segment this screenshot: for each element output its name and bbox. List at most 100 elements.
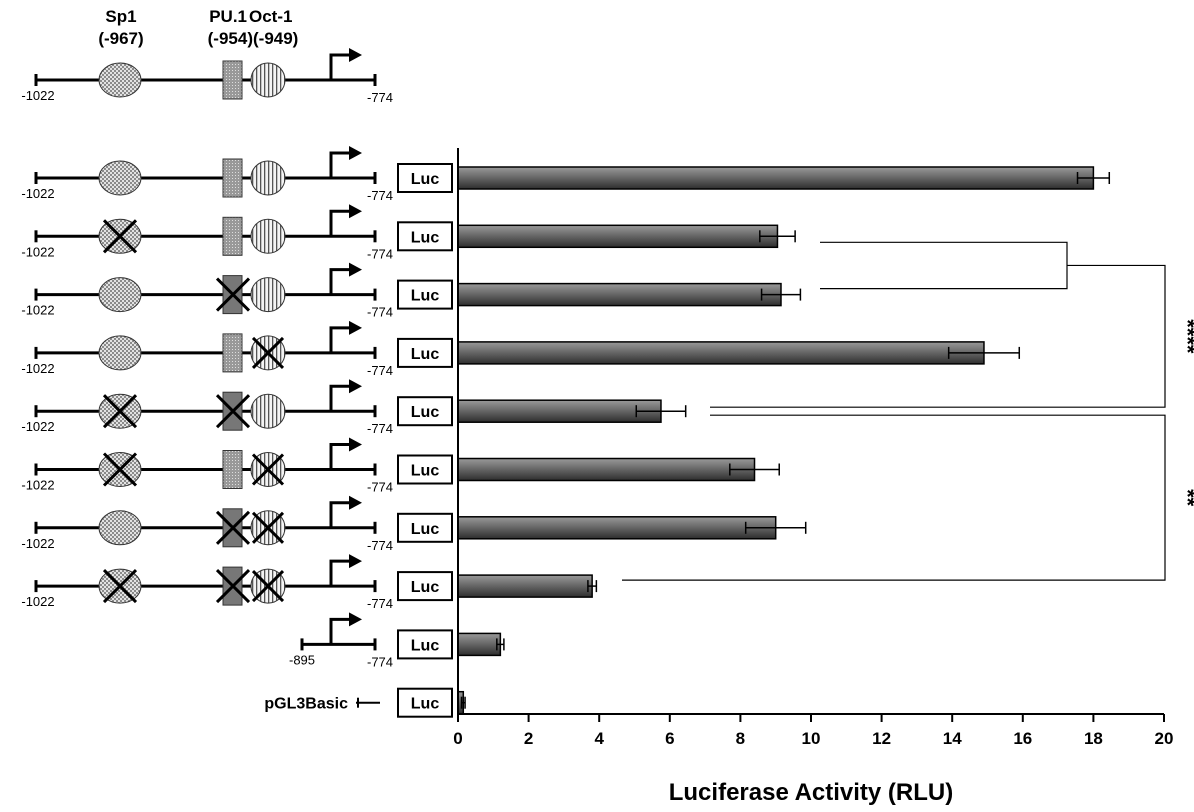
x-axis-label: Luciferase Activity (RLU) bbox=[669, 779, 954, 806]
end-position-label: -774 bbox=[367, 480, 393, 495]
sp1-site bbox=[98, 335, 142, 371]
construct-rows: -1022 -774 Luc -1022 -774 Luc -1022 -774 Luc -102… bbox=[21, 146, 453, 718]
pu1-site bbox=[222, 158, 243, 198]
luc-label: Luc bbox=[411, 288, 440, 305]
luc-box bbox=[397, 629, 453, 660]
oct1-site bbox=[250, 277, 286, 313]
luc-label: Luc bbox=[411, 521, 440, 538]
construct-row: -1022 -774 Luc bbox=[21, 146, 453, 203]
oct1-mutation-mark bbox=[251, 570, 285, 603]
x-tick-label: 20 bbox=[1155, 729, 1174, 748]
start-position-label: -1022 bbox=[21, 244, 54, 259]
tss-arrow-head bbox=[349, 146, 362, 160]
luc-box bbox=[397, 454, 453, 485]
pu1-site bbox=[222, 216, 243, 256]
construct-row: -895 -774 Luc bbox=[289, 612, 453, 669]
end-position-label: -774 bbox=[367, 305, 393, 320]
construct-row: -1022 -774 Luc bbox=[21, 379, 453, 436]
luc-label: Luc bbox=[411, 171, 440, 188]
luc-label: Luc bbox=[411, 463, 440, 480]
header-promoter-map: -1022 -774 bbox=[21, 48, 393, 105]
x-tick-label: 0 bbox=[453, 729, 462, 748]
oct1-site-position: (-949) bbox=[253, 29, 298, 48]
empty-vector-label: pGL3Basic bbox=[264, 696, 348, 713]
sp1-mutation-mark bbox=[102, 394, 138, 429]
pu1-site bbox=[222, 450, 243, 489]
x-tick-label: 16 bbox=[1013, 729, 1032, 748]
construct-row: -1022 -774 Luc bbox=[21, 495, 453, 553]
end-position-label: -774 bbox=[367, 538, 393, 553]
oct1-site-name: Oct-1 bbox=[249, 7, 292, 26]
oct1-mutation-mark bbox=[251, 511, 285, 544]
construct-row: -1022 -774 Luc bbox=[21, 554, 453, 611]
luc-box bbox=[397, 571, 453, 602]
x-tick-group: 0 2 4 6 8 10 12 14 16 18 20 bbox=[453, 714, 1173, 748]
sig-label-1: **** bbox=[1175, 319, 1194, 354]
bar bbox=[457, 516, 777, 540]
luc-label: Luc bbox=[411, 404, 440, 421]
sig-bracket-1 bbox=[710, 264, 1166, 408]
tss-arrow-head bbox=[349, 437, 362, 452]
tss-arrow-head bbox=[349, 320, 362, 335]
luc-box bbox=[397, 163, 453, 193]
construct-row: pGL3Basic Luc bbox=[264, 687, 453, 718]
sp1-site bbox=[98, 62, 142, 98]
x-tick-label: 10 bbox=[802, 729, 821, 748]
tss-arrow-stem bbox=[329, 384, 352, 412]
luc-label: Luc bbox=[411, 579, 440, 596]
inner-bracket bbox=[820, 241, 1068, 290]
x-tick-label: 2 bbox=[524, 729, 533, 748]
start-position-label: -1022 bbox=[21, 361, 54, 376]
tss-arrow-stem bbox=[329, 209, 352, 237]
tss-arrow-head bbox=[349, 612, 362, 627]
pu1-mutation-mark bbox=[215, 277, 251, 312]
bar bbox=[457, 282, 782, 307]
pu1-mutation-mark bbox=[215, 510, 251, 545]
luc-label: Luc bbox=[411, 229, 440, 246]
construct-row: -1022 -774 Luc bbox=[21, 204, 453, 261]
end-position-label: -774 bbox=[367, 596, 393, 611]
luc-box bbox=[397, 396, 453, 427]
start-position-label: -1022 bbox=[21, 536, 54, 551]
bar bbox=[457, 574, 593, 598]
luc-box bbox=[397, 279, 453, 310]
pu1-site bbox=[222, 333, 243, 373]
end-position-label: -774 bbox=[367, 654, 393, 669]
bar bbox=[457, 457, 756, 482]
start-position-label: -1022 bbox=[21, 88, 54, 103]
luc-label: Luc bbox=[411, 696, 440, 713]
start-position-label: -1022 bbox=[21, 186, 54, 201]
end-position-label: -774 bbox=[367, 90, 393, 105]
pu1-mutation-mark bbox=[215, 394, 251, 429]
tss-arrow-stem bbox=[329, 151, 352, 178]
x-tick-label: 6 bbox=[665, 729, 674, 748]
construct-row: -1022 -774 Luc bbox=[21, 262, 453, 320]
luc-label: Luc bbox=[411, 346, 440, 363]
sp1-mutation-mark bbox=[102, 569, 138, 604]
tss-arrow-head bbox=[349, 554, 362, 569]
tss-arrow-head bbox=[349, 262, 362, 277]
bar-series bbox=[457, 166, 1111, 715]
x-tick-label: 4 bbox=[594, 729, 604, 748]
pu1-site-name: PU.1 bbox=[209, 7, 247, 26]
sp1-mutation-mark bbox=[102, 452, 138, 487]
tss-arrow-head bbox=[349, 48, 362, 62]
sp1-site bbox=[98, 160, 142, 196]
oct1-site bbox=[250, 62, 286, 98]
end-position-label: -774 bbox=[367, 363, 393, 378]
start-position-label: -1022 bbox=[21, 303, 54, 318]
oct1-site bbox=[250, 393, 286, 429]
end-position-label: -774 bbox=[367, 421, 393, 436]
end-position-label: -774 bbox=[367, 246, 393, 261]
oct1-site bbox=[250, 218, 286, 254]
x-tick-label: 12 bbox=[872, 729, 891, 748]
start-position-label: -1022 bbox=[21, 594, 54, 609]
sp1-site-position: (-967) bbox=[98, 29, 143, 48]
bar bbox=[457, 166, 1095, 190]
oct1-mutation-mark bbox=[251, 336, 285, 369]
tss-arrow-head bbox=[349, 495, 362, 510]
bar bbox=[457, 224, 779, 249]
construct-row: -1022 -774 Luc bbox=[21, 437, 453, 495]
construct-row: -1022 -774 Luc bbox=[21, 320, 453, 378]
tss-arrow-stem bbox=[329, 53, 352, 80]
